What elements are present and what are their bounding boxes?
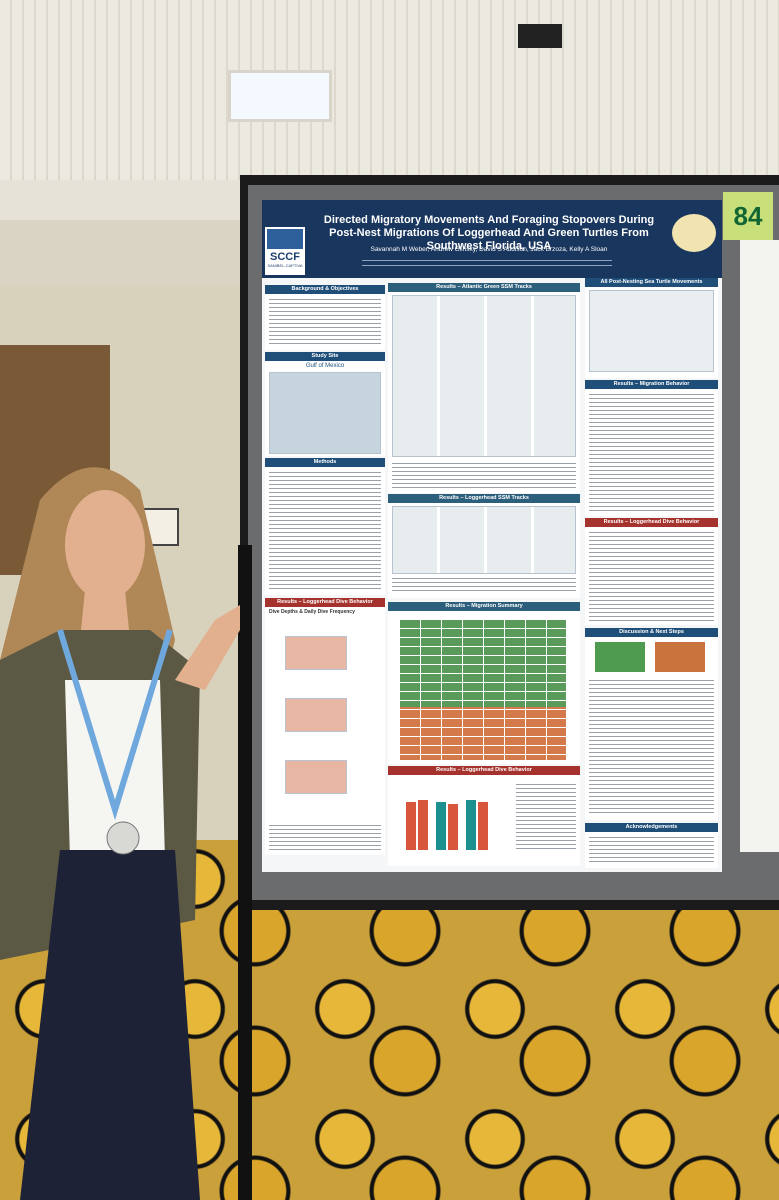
map-label: Gulf of Mexico	[305, 363, 345, 369]
section-text	[589, 835, 714, 865]
section: Results – Migration Summary	[388, 602, 580, 764]
green-box	[595, 642, 645, 672]
section: Acknowledgements	[585, 823, 718, 868]
section-header: Discussion & Next Steps	[585, 628, 718, 637]
poster-authors: Savannah M Weber, Andrew Glinsky, David …	[370, 246, 608, 253]
section: Results – Loggerhead Dive Behavior Dive …	[265, 598, 385, 855]
section: All Post-Nesting Sea Turtle Movements	[585, 278, 718, 378]
partner-logo	[672, 214, 716, 252]
section: Discussion & Next Steps	[585, 628, 718, 820]
pants	[20, 850, 200, 1200]
section-text	[589, 392, 714, 512]
section-header: Acknowledgements	[585, 823, 718, 832]
section-header: Methods	[265, 458, 385, 467]
figure-caption	[516, 782, 576, 852]
section: Methods	[265, 458, 385, 595]
section-text	[589, 678, 714, 816]
logo-subtitle: SANIBEL-CAPTIVA	[267, 263, 303, 268]
bar	[466, 800, 476, 850]
neck	[80, 590, 130, 640]
figure-caption	[269, 823, 381, 851]
dive-plot	[285, 760, 347, 794]
section: Results – Atlantic Green SSM Tracks	[388, 283, 580, 493]
section-text	[269, 297, 381, 347]
section-text	[589, 530, 714, 622]
bar	[448, 804, 458, 850]
section-header: All Post-Nesting Sea Turtle Movements	[585, 278, 718, 287]
section: Results – Loggerhead SSM Tracks	[388, 494, 580, 598]
figure-caption	[392, 576, 576, 594]
arm	[175, 605, 240, 690]
section-header: Results – Loggerhead SSM Tracks	[388, 494, 580, 503]
bar	[418, 800, 428, 850]
table-grid	[400, 620, 566, 760]
section-text	[269, 470, 381, 590]
affiliations	[362, 258, 612, 270]
section-header: Study Site	[265, 352, 385, 361]
study-site-map	[269, 372, 381, 454]
face	[65, 490, 145, 600]
section-header: Results – Atlantic Green SSM Tracks	[388, 283, 580, 292]
lanyard	[57, 629, 173, 821]
track-maps	[392, 506, 576, 574]
section: Results – Loggerhead Dive Behavior	[388, 766, 580, 866]
figure-title: Dive Depths & Daily Dive Frequency	[269, 609, 355, 615]
section-header: Results – Loggerhead Dive Behavior	[585, 518, 718, 527]
dive-plot	[285, 636, 347, 670]
badge	[106, 821, 140, 855]
logo-name: SCCF	[270, 251, 300, 263]
person	[0, 467, 240, 1200]
logo: SCCF SANIBEL-CAPTIVA	[265, 227, 305, 275]
bar	[478, 802, 488, 850]
section-header: Results – Migration Behavior	[585, 380, 718, 389]
poster-title: Directed Migratory Movements And Foragin…	[323, 214, 655, 252]
section-header: Results – Migration Summary	[388, 602, 580, 611]
bar	[406, 802, 416, 850]
ceiling-light	[518, 24, 562, 48]
bar-chart	[406, 800, 488, 850]
section: Study Site Gulf of Mexico	[265, 352, 385, 456]
track-maps	[392, 295, 576, 457]
logo-art	[267, 229, 303, 249]
section-header: Results – Loggerhead Dive Behavior	[265, 598, 385, 607]
poster: SCCF SANIBEL-CAPTIVA Directed Migratory …	[262, 200, 722, 872]
movement-map	[589, 290, 714, 372]
neighbor-poster	[740, 240, 779, 852]
board-leg	[238, 545, 252, 1200]
board-number: 84	[723, 192, 773, 240]
section: Background & Objectives	[265, 285, 385, 350]
ceiling-light	[228, 70, 332, 122]
bar	[436, 802, 446, 850]
section: Results – Migration Behavior	[585, 380, 718, 516]
orange-box	[655, 642, 705, 672]
dive-plot	[285, 698, 347, 732]
figure-caption	[392, 461, 576, 489]
section-header: Background & Objectives	[265, 285, 385, 294]
section-header: Results – Loggerhead Dive Behavior	[388, 766, 580, 775]
section: Results – Loggerhead Dive Behavior	[585, 518, 718, 625]
